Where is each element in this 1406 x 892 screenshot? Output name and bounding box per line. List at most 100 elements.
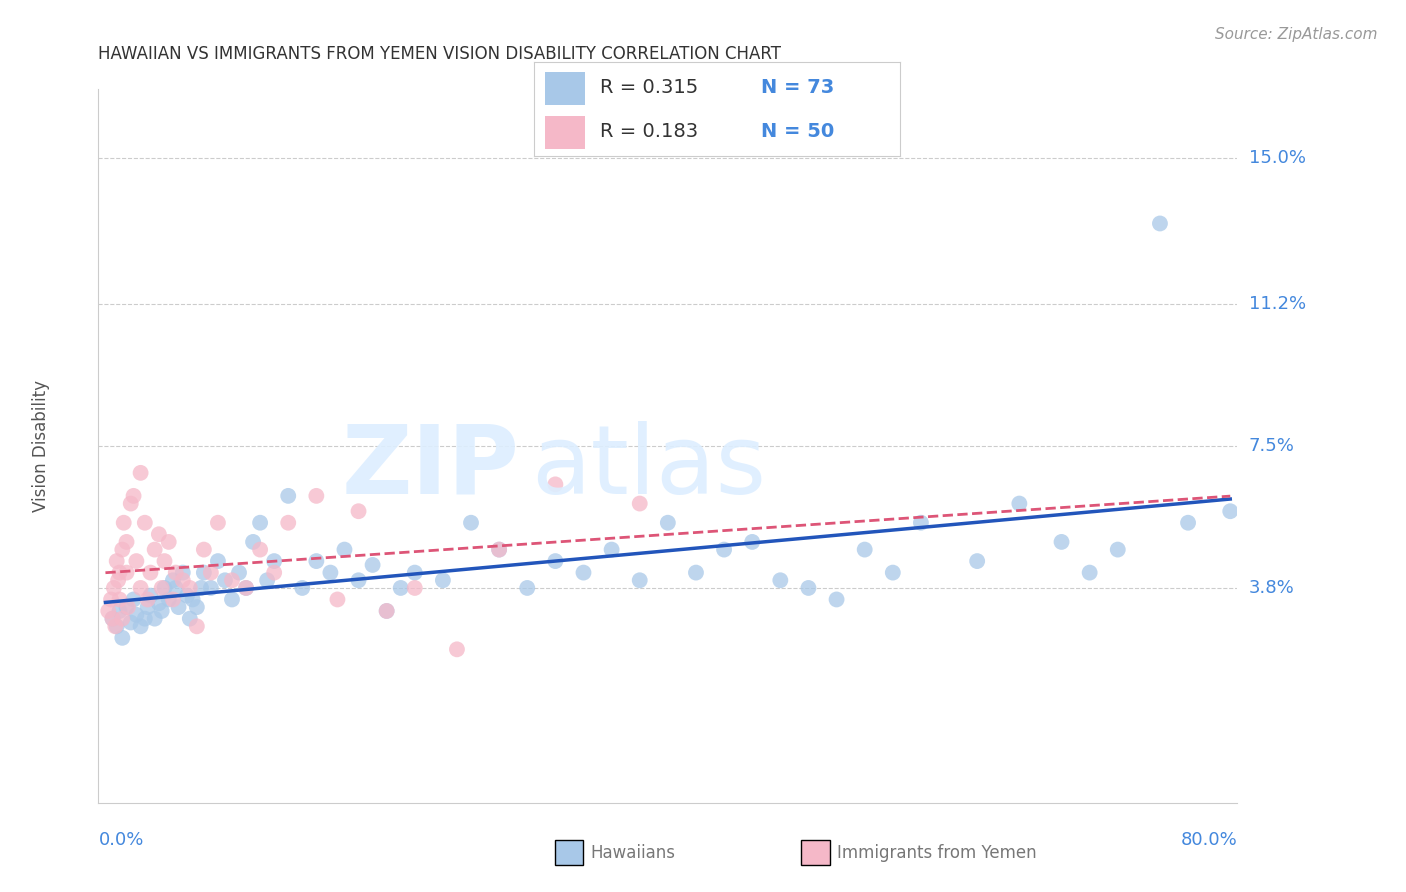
Point: [139, 566, 162, 580]
Text: R = 0.183: R = 0.183: [600, 122, 699, 141]
Point: [1107, 542, 1129, 557]
Point: [572, 566, 595, 580]
Point: [228, 566, 250, 580]
Point: [129, 466, 152, 480]
Point: [221, 574, 243, 588]
Point: [347, 574, 370, 588]
Point: [179, 612, 201, 626]
Point: [242, 535, 264, 549]
Point: [1050, 535, 1073, 549]
Point: [167, 600, 190, 615]
Point: [628, 497, 651, 511]
Point: [488, 542, 510, 557]
Point: [117, 600, 139, 615]
Text: Hawaiians: Hawaiians: [591, 844, 675, 862]
Point: [966, 554, 988, 568]
Text: Source: ZipAtlas.com: Source: ZipAtlas.com: [1215, 27, 1378, 42]
Text: Immigrants from Yemen: Immigrants from Yemen: [837, 844, 1036, 862]
Point: [165, 566, 187, 580]
Point: [108, 604, 131, 618]
Point: [882, 566, 904, 580]
Point: [375, 604, 398, 618]
Point: [361, 558, 384, 572]
Point: [685, 566, 707, 580]
Point: [1177, 516, 1199, 530]
Point: [256, 574, 278, 588]
Point: [214, 574, 236, 588]
Point: [797, 581, 820, 595]
Point: [129, 619, 152, 633]
Point: [162, 592, 184, 607]
Point: [446, 642, 468, 657]
Point: [122, 592, 145, 607]
Point: [111, 542, 134, 557]
Point: [122, 489, 145, 503]
Text: N = 50: N = 50: [761, 122, 834, 141]
Text: 80.0%: 80.0%: [1181, 831, 1237, 849]
Point: [389, 581, 412, 595]
Point: [221, 592, 243, 607]
Point: [153, 581, 176, 595]
Point: [460, 516, 482, 530]
Point: [263, 566, 285, 580]
Point: [326, 592, 349, 607]
Point: [305, 554, 328, 568]
Point: [134, 516, 156, 530]
Point: [139, 589, 162, 603]
Point: [200, 566, 222, 580]
Point: [134, 612, 156, 626]
Text: Vision Disability: Vision Disability: [32, 380, 51, 512]
Point: [404, 581, 426, 595]
Point: [157, 592, 180, 607]
FancyBboxPatch shape: [546, 116, 585, 149]
Point: [100, 592, 122, 607]
Point: [165, 581, 187, 595]
Point: [104, 619, 127, 633]
Point: [125, 607, 148, 622]
Point: [319, 566, 342, 580]
Point: [713, 542, 735, 557]
Point: [825, 592, 848, 607]
Text: 15.0%: 15.0%: [1249, 149, 1306, 168]
Point: [235, 581, 257, 595]
Point: [333, 542, 356, 557]
Point: [115, 535, 138, 549]
Point: [148, 596, 170, 610]
Point: [162, 574, 184, 588]
Point: [544, 554, 567, 568]
Text: 7.5%: 7.5%: [1249, 437, 1295, 455]
Text: atlas: atlas: [531, 421, 766, 514]
Point: [176, 589, 198, 603]
Point: [186, 619, 208, 633]
Point: [136, 600, 159, 615]
Point: [120, 615, 142, 630]
Point: [305, 489, 328, 503]
Point: [103, 581, 125, 595]
Point: [628, 574, 651, 588]
Point: [101, 612, 124, 626]
Point: [143, 542, 166, 557]
Point: [179, 581, 201, 595]
Point: [249, 516, 271, 530]
Point: [277, 516, 299, 530]
Point: [150, 604, 173, 618]
Point: [741, 535, 763, 549]
Point: [148, 527, 170, 541]
Point: [111, 612, 134, 626]
Point: [157, 535, 180, 549]
Point: [249, 542, 271, 557]
Point: [153, 554, 176, 568]
Point: [1219, 504, 1241, 518]
Point: [107, 574, 129, 588]
Point: [143, 612, 166, 626]
Point: [200, 581, 222, 595]
Point: [657, 516, 679, 530]
Text: R = 0.315: R = 0.315: [600, 78, 699, 97]
Point: [193, 542, 215, 557]
Point: [97, 604, 120, 618]
Point: [190, 581, 212, 595]
Point: [544, 477, 567, 491]
Point: [181, 592, 204, 607]
Point: [105, 619, 128, 633]
Point: [129, 581, 152, 595]
